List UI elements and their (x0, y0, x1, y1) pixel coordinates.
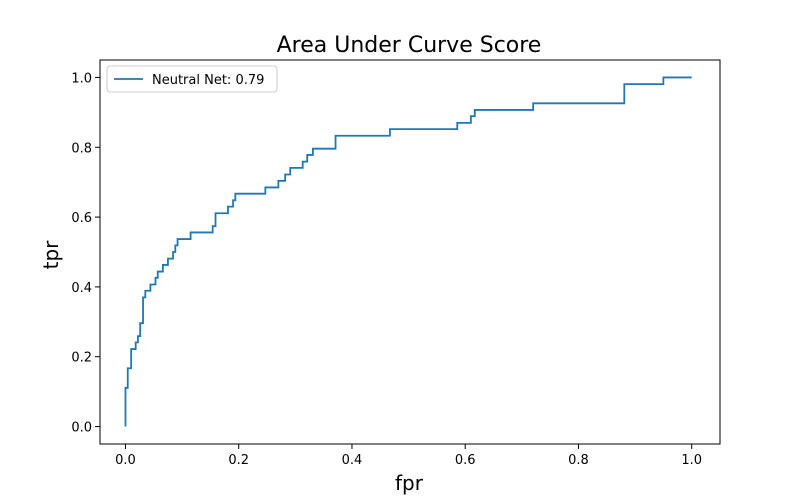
y-tick-label: 0.0 (71, 421, 92, 436)
x-axis-label: fpr (395, 471, 424, 495)
y-tick-label: 1.0 (71, 71, 92, 86)
y-tick-label: 0.2 (71, 351, 92, 366)
chart-title: Area Under Curve Score (277, 33, 542, 58)
y-tick-label: 0.8 (71, 141, 92, 156)
x-tick-label: 1.0 (681, 453, 702, 468)
y-tick-label: 0.6 (71, 211, 92, 226)
x-tick-label: 0.8 (568, 453, 589, 468)
x-tick-label: 0.6 (455, 453, 476, 468)
y-axis-label: tpr (39, 240, 63, 270)
series-line-0 (124, 76, 692, 427)
plot-area: 0.0 0.2 0.4 0.6 0.8 1.0 0.0 0.2 0.4 0.6 0.8 1.0 (71, 59, 721, 468)
legend: Neutral Net: 0.79 (106, 65, 278, 93)
legend-box (106, 65, 278, 93)
x-tick-label: 0.4 (342, 453, 363, 468)
axes-frame (99, 59, 721, 445)
x-tick-label: 0.0 (115, 453, 136, 468)
y-tick-label: 0.4 (71, 281, 92, 296)
x-tick-label: 0.2 (228, 453, 249, 468)
legend-entry: Neutral Net: 0.79 (152, 73, 264, 88)
